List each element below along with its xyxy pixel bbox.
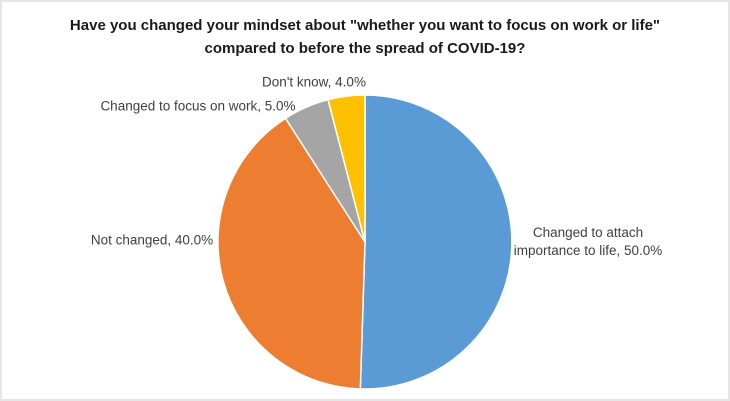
data-label-not-changed: Not changed, 40.0% [90, 232, 214, 248]
pie-chart [217, 94, 513, 390]
data-label-dont-know: Don't know, 4.0% [262, 74, 366, 90]
data-label-changed-to-focus-on-work: Changed to focus on work, 5.0% [100, 98, 296, 114]
chart-title: Have you changed your mindset about "whe… [2, 14, 728, 60]
pie-slice-don-t-know [327, 94, 366, 243]
data-label-changed-to-attach-importance-to-life: Changed to attach importance to life, 50… [513, 225, 663, 258]
chart-title-line1: Have you changed your mindset about "whe… [69, 17, 661, 34]
pie-slice-changed-to-attach-importance-to-life [359, 94, 513, 390]
chart-title-line2: compared to before the spread of COVID-1… [204, 40, 526, 57]
